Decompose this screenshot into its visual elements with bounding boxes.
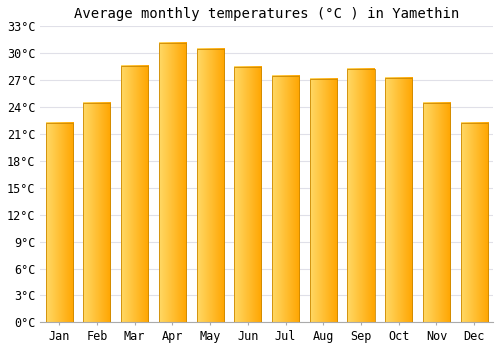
Bar — [234, 66, 262, 322]
Title: Average monthly temperatures (°C ) in Yamethin: Average monthly temperatures (°C ) in Ya… — [74, 7, 460, 21]
Bar — [46, 123, 73, 322]
Bar — [159, 43, 186, 322]
Bar — [196, 49, 224, 322]
Bar — [84, 103, 110, 322]
Bar — [310, 79, 337, 322]
Bar — [272, 76, 299, 322]
Bar — [423, 103, 450, 322]
Bar — [385, 78, 412, 322]
Bar — [121, 66, 148, 322]
Bar — [348, 69, 374, 322]
Bar — [460, 123, 488, 322]
